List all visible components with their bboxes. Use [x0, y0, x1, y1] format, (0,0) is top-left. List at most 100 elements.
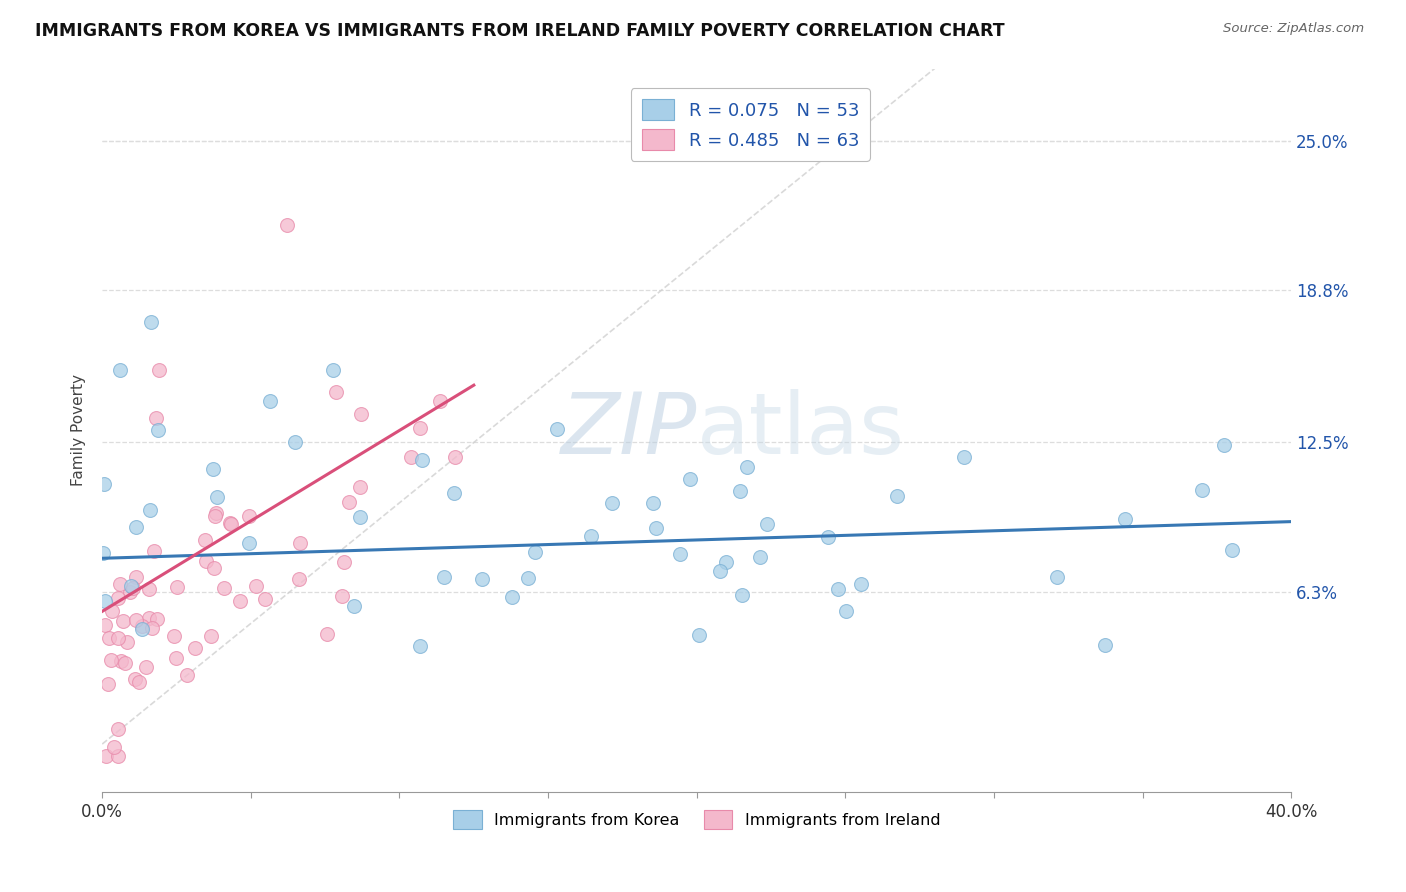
Point [125, 520, 148, 534]
Point [728, 483, 751, 498]
Point [138, 582, 160, 596]
Point [409, 421, 432, 435]
Point [644, 520, 666, 534]
Point [1220, 543, 1243, 558]
Text: atlas: atlas [697, 389, 905, 472]
Point [337, 495, 360, 509]
Point [204, 509, 226, 524]
Point [202, 461, 225, 475]
Point [139, 502, 162, 516]
Point [125, 613, 148, 627]
Point [183, 641, 205, 656]
Point [101, 604, 124, 618]
Point [399, 450, 422, 465]
Point [112, 614, 135, 628]
Point [259, 394, 281, 409]
Point [678, 472, 700, 486]
Point [471, 572, 494, 586]
Point [97, 676, 120, 690]
Point [1191, 483, 1213, 498]
Legend: Immigrants from Korea, Immigrants from Ireland: Immigrants from Korea, Immigrants from I… [446, 804, 948, 835]
Point [322, 363, 344, 377]
Point [429, 394, 451, 409]
Point [316, 627, 339, 641]
Point [349, 480, 371, 494]
Point [93, 476, 115, 491]
Point [253, 591, 276, 606]
Point [148, 363, 170, 377]
Point [138, 611, 160, 625]
Point [107, 631, 129, 645]
Point [349, 510, 371, 524]
Point [108, 577, 131, 591]
Point [709, 564, 731, 578]
Point [107, 722, 129, 736]
Point [91, 546, 114, 560]
Point [205, 490, 228, 504]
Point [827, 582, 849, 596]
Point [135, 660, 157, 674]
Point [141, 621, 163, 635]
Point [1213, 438, 1236, 452]
Point [886, 489, 908, 503]
Point [96, 749, 118, 764]
Point [517, 571, 540, 585]
Point [94, 618, 117, 632]
Text: IMMIGRANTS FROM KOREA VS IMMIGRANTS FROM IRELAND FAMILY POVERTY CORRELATION CHAR: IMMIGRANTS FROM KOREA VS IMMIGRANTS FROM… [35, 22, 1005, 40]
Point [579, 529, 602, 543]
Point [229, 593, 252, 607]
Point [114, 656, 136, 670]
Point [120, 579, 142, 593]
Point [219, 516, 242, 531]
Point [330, 589, 353, 603]
Point [523, 545, 546, 559]
Point [212, 582, 235, 596]
Point [600, 495, 623, 509]
Point [748, 549, 770, 564]
Point [332, 555, 354, 569]
Point [166, 580, 188, 594]
Point [131, 622, 153, 636]
Point [444, 450, 467, 464]
Point [165, 651, 187, 665]
Point [125, 570, 148, 584]
Point [142, 544, 165, 558]
Point [148, 424, 170, 438]
Point [1046, 570, 1069, 584]
Point [238, 536, 260, 550]
Point [195, 554, 218, 568]
Point [94, 594, 117, 608]
Point [409, 639, 432, 653]
Point [735, 459, 758, 474]
Point [145, 411, 167, 425]
Point [641, 496, 664, 510]
Point [107, 591, 129, 605]
Point [131, 618, 153, 632]
Point [163, 629, 186, 643]
Point [501, 591, 523, 605]
Point [107, 749, 129, 764]
Text: ZIP: ZIP [561, 389, 697, 472]
Point [110, 654, 132, 668]
Point [276, 219, 298, 233]
Point [325, 384, 347, 399]
Point [202, 560, 225, 574]
Point [176, 668, 198, 682]
Point [245, 579, 267, 593]
Point [817, 530, 839, 544]
Point [141, 315, 163, 329]
Point [128, 674, 150, 689]
Point [443, 486, 465, 500]
Point [98, 631, 121, 645]
Point [100, 653, 122, 667]
Text: Source: ZipAtlas.com: Source: ZipAtlas.com [1223, 22, 1364, 36]
Point [121, 581, 143, 595]
Point [350, 407, 373, 421]
Point [204, 506, 226, 520]
Point [849, 576, 872, 591]
Point [433, 570, 456, 584]
Point [1114, 512, 1136, 526]
Point [411, 453, 433, 467]
Point [669, 547, 692, 561]
Point [288, 572, 311, 586]
